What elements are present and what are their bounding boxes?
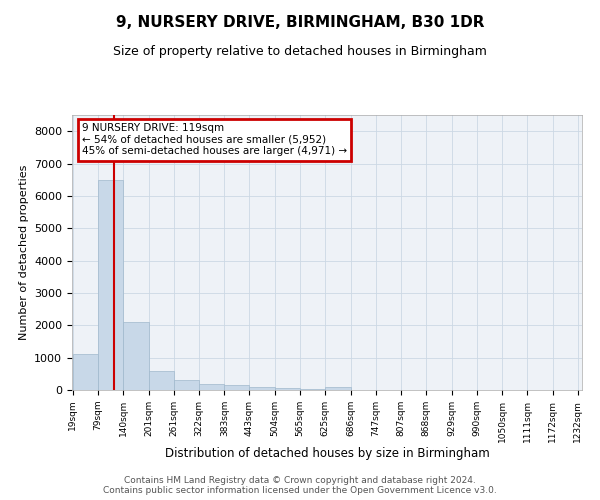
- Text: 9, NURSERY DRIVE, BIRMINGHAM, B30 1DR: 9, NURSERY DRIVE, BIRMINGHAM, B30 1DR: [116, 15, 484, 30]
- Bar: [73, 354, 98, 390]
- Y-axis label: Number of detached properties: Number of detached properties: [19, 165, 29, 340]
- Bar: [173, 380, 199, 390]
- Bar: [149, 370, 173, 390]
- Text: Contains HM Land Registry data © Crown copyright and database right 2024.
Contai: Contains HM Land Registry data © Crown c…: [103, 476, 497, 495]
- Bar: [123, 322, 149, 390]
- Text: 9 NURSERY DRIVE: 119sqm
← 54% of detached houses are smaller (5,952)
45% of semi: 9 NURSERY DRIVE: 119sqm ← 54% of detache…: [82, 123, 347, 156]
- Bar: [275, 388, 300, 390]
- Bar: [250, 388, 275, 390]
- Bar: [98, 180, 123, 390]
- Bar: [325, 387, 350, 390]
- Bar: [224, 385, 250, 390]
- X-axis label: Distribution of detached houses by size in Birmingham: Distribution of detached houses by size …: [164, 448, 490, 460]
- Bar: [199, 384, 224, 390]
- Text: Size of property relative to detached houses in Birmingham: Size of property relative to detached ho…: [113, 45, 487, 58]
- Bar: [300, 389, 325, 390]
